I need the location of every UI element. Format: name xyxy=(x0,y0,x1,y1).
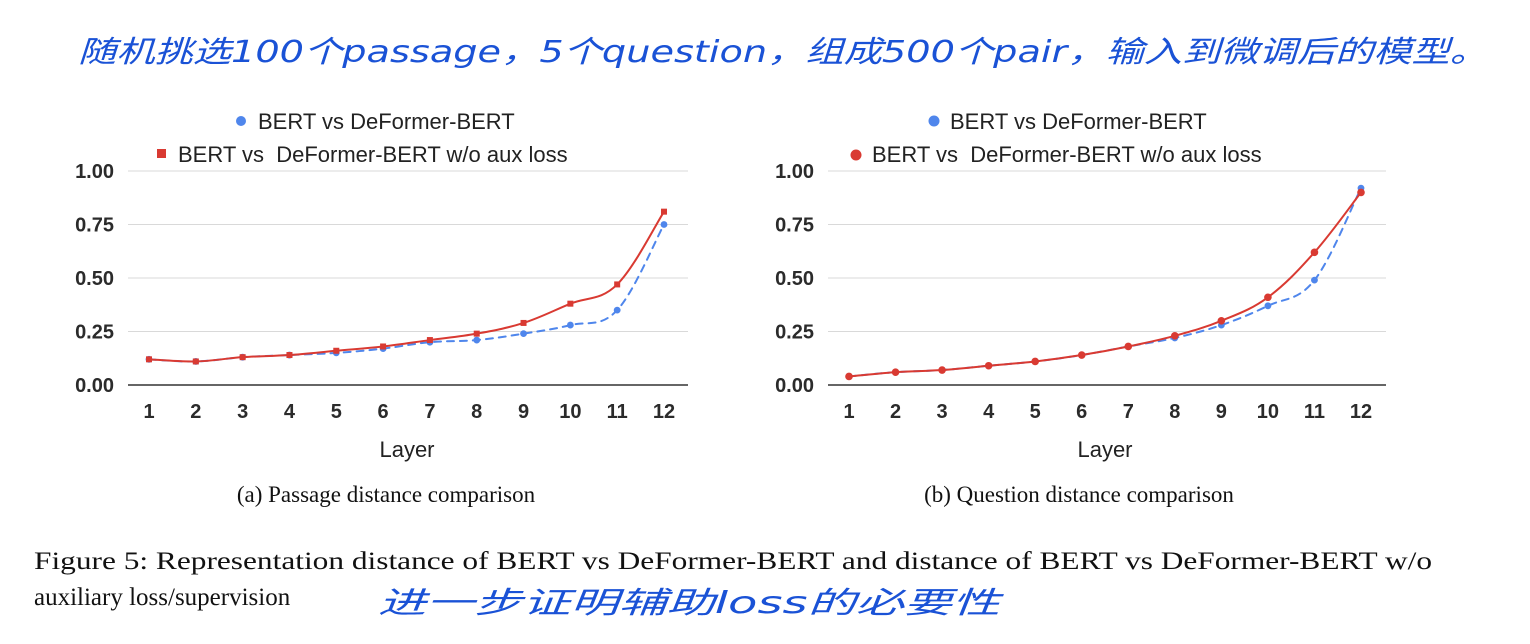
x-tick-label: 4 xyxy=(983,401,995,423)
legend-marker-blue-a xyxy=(236,116,246,126)
data-point-1-8 xyxy=(1171,331,1179,340)
x-tick-label: 4 xyxy=(284,401,296,423)
legend-a: BERT vs DeFormer-BERT BERT vs DeFormer-B… xyxy=(157,109,568,167)
y-tick-label: 0.00 xyxy=(75,375,114,397)
legend-marker-blue-b xyxy=(928,115,940,127)
x-tick-label: 10 xyxy=(559,401,581,423)
x-tick-label: 2 xyxy=(890,401,901,423)
series-b xyxy=(845,184,1365,381)
data-point-1-11 xyxy=(1310,248,1319,257)
x-tick-label: 5 xyxy=(1030,401,1041,423)
data-point-1-4 xyxy=(286,352,293,359)
grid-a xyxy=(128,170,688,386)
chart-panel-a: 0.000.250.500.751.00 1 2 3 4 5 6 7 8 9 10 11 12 BER… xyxy=(75,109,688,507)
data-point-1-1 xyxy=(146,356,152,363)
data-point-1-1 xyxy=(845,372,853,381)
legend-label-a-0: BERT vs DeFormer-BERT xyxy=(258,109,515,134)
data-point-1-4 xyxy=(984,361,993,370)
x-tick-label: 3 xyxy=(937,401,948,423)
data-point-1-6 xyxy=(380,343,387,350)
data-point-1-10 xyxy=(567,300,574,307)
x-tick-label: 6 xyxy=(1076,401,1087,423)
legend-b: BERT vs DeFormer-BERT BERT vs DeFormer-B… xyxy=(850,109,1262,167)
data-point-1-11 xyxy=(614,281,621,288)
legend-label-b-0: BERT vs DeFormer-BERT xyxy=(950,109,1207,134)
legend-marker-red-b xyxy=(850,149,862,161)
handwritten-top-note: 随机挑选100个passage，5个question，组成500个pair，输入… xyxy=(78,35,1488,70)
x-tick-label: 1 xyxy=(143,401,154,423)
chart-panel-b: 0.000.250.500.751.00 1 2 3 4 5 6 7 8 9 10 11 12 BER… xyxy=(775,109,1386,507)
y-ticks-b: 0.00 0.25 0.50 0.75 1.00 xyxy=(775,161,814,397)
x-tick-label: 6 xyxy=(378,401,389,423)
figure-caption-line1: Figure 5: Representation distance of BER… xyxy=(34,548,1432,575)
data-point-1-9 xyxy=(520,319,527,326)
data-point-1-6 xyxy=(1077,351,1086,359)
y-tick-label: 0.50 xyxy=(775,268,814,290)
caption-b: (b) Question distance comparison xyxy=(924,482,1234,507)
data-point-1-8 xyxy=(473,330,480,337)
series-line-0 xyxy=(148,223,665,363)
data-point-1-9 xyxy=(1217,317,1226,325)
x-tick-label: 8 xyxy=(471,401,482,423)
y-tick-label: 0.25 xyxy=(75,322,114,344)
x-tick-label: 9 xyxy=(518,401,529,423)
x-tick-label: 11 xyxy=(607,401,628,423)
data-point-1-5 xyxy=(333,347,340,354)
legend-label-a-1: BERT vs DeFormer-BERT w/o aux loss xyxy=(178,142,568,167)
series-line-1 xyxy=(848,191,1362,378)
x-ticks-b: 1 2 3 4 5 6 7 8 9 10 11 12 xyxy=(843,401,1372,423)
y-tick-label: 0.00 xyxy=(775,375,814,397)
x-tick-label: 2 xyxy=(190,401,201,423)
data-point-0-10 xyxy=(1264,302,1272,310)
series-a xyxy=(145,208,668,365)
data-point-1-5 xyxy=(1031,357,1039,366)
data-point-1-2 xyxy=(891,368,900,376)
x-tick-label: 7 xyxy=(424,401,435,423)
x-tick-label: 11 xyxy=(1304,401,1325,423)
y-tick-label: 0.75 xyxy=(775,215,814,237)
y-tick-label: 1.00 xyxy=(75,161,114,183)
y-ticks-a: 0.00 0.25 0.50 0.75 1.00 xyxy=(75,161,114,397)
data-point-1-12 xyxy=(661,208,667,215)
series-line-1 xyxy=(148,210,665,363)
data-point-0-11 xyxy=(613,306,621,314)
data-point-1-7 xyxy=(1124,342,1133,351)
data-point-0-12 xyxy=(660,221,668,228)
legend-marker-red-a xyxy=(157,149,166,158)
grid-b xyxy=(828,170,1386,386)
x-axis-title-b: Layer xyxy=(1077,437,1132,462)
x-axis-title-a: Layer xyxy=(379,437,434,462)
x-tick-label: 12 xyxy=(653,401,675,423)
x-ticks-a: 1 2 3 4 5 6 7 8 9 10 11 12 xyxy=(143,401,675,423)
x-tick-label: 1 xyxy=(843,401,854,423)
x-tick-label: 8 xyxy=(1169,401,1180,423)
caption-a: (a) Passage distance comparison xyxy=(237,482,536,507)
data-point-1-3 xyxy=(938,366,946,374)
data-point-0-10 xyxy=(566,321,574,329)
data-point-0-8 xyxy=(473,336,481,344)
x-tick-label: 3 xyxy=(237,401,248,423)
figure-caption-line2: auxiliary loss/supervision xyxy=(34,584,291,611)
x-tick-label: 5 xyxy=(331,401,342,423)
data-point-1-10 xyxy=(1264,293,1272,302)
data-point-1-3 xyxy=(239,354,246,361)
y-tick-label: 1.00 xyxy=(775,161,814,183)
y-tick-label: 0.25 xyxy=(775,322,814,344)
x-tick-label: 12 xyxy=(1350,401,1372,423)
data-point-1-7 xyxy=(426,337,433,344)
data-point-0-11 xyxy=(1311,276,1318,284)
x-tick-label: 10 xyxy=(1257,401,1279,423)
handwritten-bottom-note: 进一步证明辅助loss的必要性 xyxy=(378,586,1005,621)
data-point-1-2 xyxy=(192,358,199,365)
y-tick-label: 0.50 xyxy=(75,268,114,290)
data-point-1-12 xyxy=(1357,188,1365,197)
x-tick-label: 7 xyxy=(1123,401,1134,423)
legend-label-b-1: BERT vs DeFormer-BERT w/o aux loss xyxy=(872,142,1262,167)
x-tick-label: 9 xyxy=(1216,401,1227,423)
y-tick-label: 0.75 xyxy=(75,215,114,237)
data-point-0-9 xyxy=(520,330,527,338)
